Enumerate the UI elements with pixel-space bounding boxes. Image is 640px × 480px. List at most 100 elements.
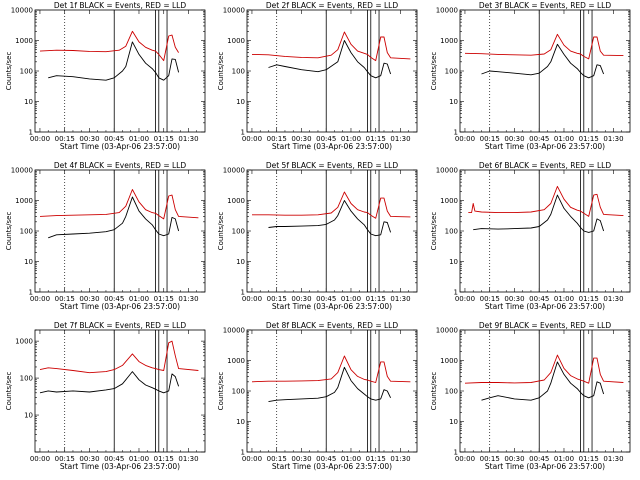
panel-title: Det 1f BLACK = Events, RED = LLD [54, 1, 187, 10]
plot-frame [246, 329, 418, 453]
events-series-line [268, 40, 392, 79]
panel-9: Det 9f BLACK = Events, RED = LLD 1 10 100 10… [430, 321, 631, 471]
y-tick-label: 1000 [227, 37, 245, 45]
x-tick-label: 00:45 [104, 455, 124, 463]
panel-title: Det 6f BLACK = Events, RED = LLD [479, 161, 612, 170]
y-tick-label: 10000 [223, 7, 245, 15]
x-tick-label: 01:00 [129, 455, 149, 463]
x-tick-label: 00:30 [79, 295, 99, 303]
y-tick-label: 10 [449, 418, 458, 426]
x-axis-label: Start Time (03-Apr-06 23:57:00) [485, 142, 605, 151]
y-tick-label: 1 [454, 449, 458, 457]
y-tick-label: 1 [29, 129, 33, 137]
x-tick-label: 01:30 [178, 135, 198, 143]
x-tick-label: 01:15 [579, 135, 599, 143]
lld-series-line [39, 189, 199, 220]
plot-frame [246, 9, 418, 133]
x-tick-label: 00:30 [79, 135, 99, 143]
y-tick-label: 10 [24, 98, 33, 106]
y-tick-label: 1 [241, 129, 245, 137]
plot-frame [34, 329, 206, 453]
y-axis-label: Counts/sec [217, 212, 225, 251]
x-tick-label: 01:15 [579, 455, 599, 463]
panel-title: Det 7f BLACK = Events, RED = LLD [54, 321, 187, 330]
x-tick-label: 01:30 [603, 455, 623, 463]
x-tick-label: 00:00 [242, 295, 262, 303]
y-tick-label: 10 [236, 258, 245, 266]
plot-frame [246, 169, 418, 293]
plot-frame [459, 329, 631, 453]
events-series-line [48, 41, 180, 81]
x-tick-label: 01:00 [554, 295, 574, 303]
y-tick-label: 10 [236, 418, 245, 426]
x-tick-label: 00:45 [316, 295, 336, 303]
y-tick-label: 10000 [436, 327, 458, 335]
x-axis-label: Start Time (03-Apr-06 23:57:00) [485, 302, 605, 311]
plot-frame [34, 9, 206, 133]
events-series-line [481, 361, 605, 401]
y-tick-label: 10 [24, 258, 33, 266]
x-tick-label: 01:30 [603, 135, 623, 143]
x-tick-label: 00:15 [480, 135, 500, 143]
lld-series-line [252, 191, 411, 219]
x-axis-label: Start Time (03-Apr-06 23:57:00) [485, 462, 605, 471]
y-tick-label: 1000 [15, 37, 33, 45]
y-tick-label: 100 [232, 228, 245, 236]
x-tick-label: 00:15 [480, 295, 500, 303]
plot-frame [34, 169, 206, 293]
x-tick-label: 00:00 [455, 295, 475, 303]
lld-series-line [464, 354, 624, 384]
y-tick-label: 10 [449, 98, 458, 106]
x-tick-label: 00:30 [79, 455, 99, 463]
panel-title: Det 3f BLACK = Events, RED = LLD [479, 1, 612, 10]
x-axis-label: Start Time (03-Apr-06 23:57:00) [272, 142, 392, 151]
y-tick-label: 10000 [11, 7, 33, 15]
y-tick-label: 100 [232, 68, 245, 76]
x-tick-label: 01:00 [341, 295, 361, 303]
x-tick-label: 00:45 [529, 295, 549, 303]
x-axis-label: Start Time (03-Apr-06 23:57:00) [60, 142, 180, 151]
x-tick-label: 00:45 [529, 135, 549, 143]
lld-series-line [251, 355, 411, 383]
x-axis-label: Start Time (03-Apr-06 23:57:00) [272, 462, 392, 471]
x-tick-label: 00:15 [480, 455, 500, 463]
plot-frame [459, 169, 631, 293]
x-tick-label: 00:30 [291, 135, 311, 143]
lld-series-line [39, 30, 179, 62]
x-tick-label: 01:15 [154, 455, 174, 463]
events-series-line [39, 371, 180, 394]
x-tick-label: 01:00 [129, 295, 149, 303]
x-tick-label: 00:15 [267, 135, 287, 143]
panel-title: Det 8f BLACK = Events, RED = LLD [266, 321, 399, 330]
y-tick-label: 10000 [223, 327, 245, 335]
x-tick-label: 01:00 [554, 135, 574, 143]
y-tick-label: 100 [20, 68, 33, 76]
x-tick-label: 00:15 [267, 455, 287, 463]
x-tick-label: 01:30 [178, 455, 198, 463]
y-tick-label: 1 [241, 449, 245, 457]
x-tick-label: 00:30 [291, 455, 311, 463]
x-tick-label: 00:00 [455, 135, 475, 143]
y-tick-label: 1000 [15, 197, 33, 205]
y-axis-label: Counts/sec [5, 372, 13, 411]
y-tick-label: 1000 [440, 37, 458, 45]
panel-title: Det 5f BLACK = Events, RED = LLD [266, 161, 399, 170]
y-tick-label: 100 [20, 375, 33, 383]
x-tick-label: 00:30 [504, 135, 524, 143]
y-tick-label: 100 [232, 388, 245, 396]
x-tick-label: 01:15 [579, 295, 599, 303]
y-tick-label: 1000 [227, 197, 245, 205]
y-tick-label: 10000 [223, 167, 245, 175]
x-tick-label: 01:30 [603, 295, 623, 303]
x-tick-label: 01:15 [154, 295, 174, 303]
events-series-line [473, 194, 605, 233]
y-tick-label: 1 [454, 129, 458, 137]
y-axis-label: Counts/sec [217, 372, 225, 411]
x-axis-label: Start Time (03-Apr-06 23:57:00) [60, 462, 180, 471]
plot-frame [459, 9, 631, 133]
x-tick-label: 01:00 [129, 135, 149, 143]
x-tick-label: 00:00 [30, 295, 50, 303]
y-tick-label: 1000 [227, 357, 245, 365]
y-tick-label: 10000 [436, 167, 458, 175]
y-tick-label: 10 [236, 98, 245, 106]
